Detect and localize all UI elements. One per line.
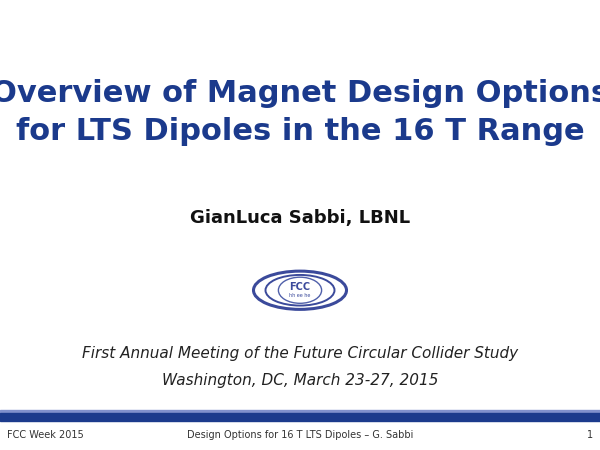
Text: FCC: FCC xyxy=(289,282,311,292)
Text: GianLuca Sabbi, LBNL: GianLuca Sabbi, LBNL xyxy=(190,209,410,227)
Text: FCC Week 2015: FCC Week 2015 xyxy=(7,430,84,440)
Text: hh ee he: hh ee he xyxy=(289,293,311,298)
Text: First Annual Meeting of the Future Circular Collider Study: First Annual Meeting of the Future Circu… xyxy=(82,346,518,361)
Text: Washington, DC, March 23-27, 2015: Washington, DC, March 23-27, 2015 xyxy=(162,373,438,388)
Text: 1: 1 xyxy=(587,430,593,440)
Bar xyxy=(0,410,600,413)
Text: Design Options for 16 T LTS Dipoles – G. Sabbi: Design Options for 16 T LTS Dipoles – G.… xyxy=(187,430,413,440)
Text: Overview of Magnet Design Options
for LTS Dipoles in the 16 T Range: Overview of Magnet Design Options for LT… xyxy=(0,80,600,145)
Bar xyxy=(0,413,600,421)
